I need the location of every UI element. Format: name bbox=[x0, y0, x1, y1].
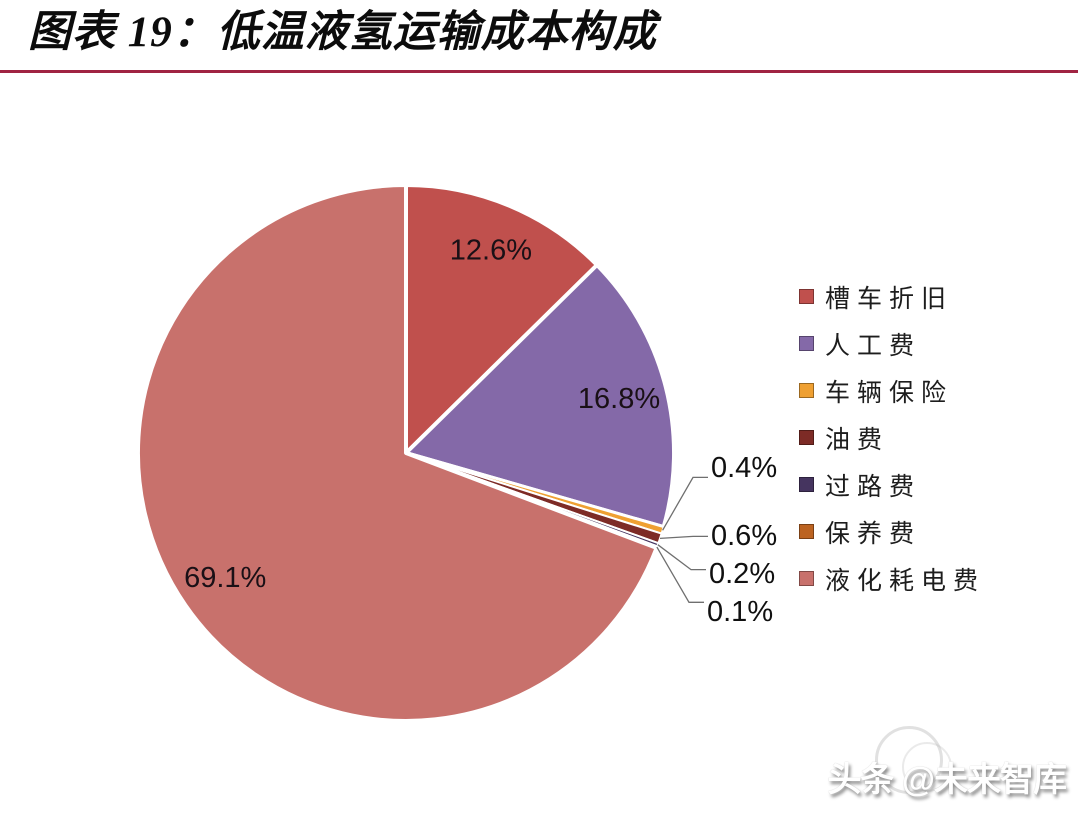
pie-leader-5 bbox=[656, 546, 704, 603]
legend-label-5: 保养费 bbox=[825, 520, 922, 548]
pie-label-1: 16.8% bbox=[578, 383, 660, 415]
legend-swatch-6 bbox=[799, 571, 814, 586]
legend-label-1: 人工费 bbox=[825, 332, 922, 360]
pie-slice-6 bbox=[135, 183, 659, 723]
pie-leader-2 bbox=[662, 476, 708, 531]
legend-label-3: 油费 bbox=[825, 426, 890, 454]
legend-swatch-1 bbox=[799, 336, 814, 351]
legend-item-0: 槽车折旧 bbox=[799, 284, 985, 313]
pie-slice-1 bbox=[404, 263, 676, 530]
legend-item-3: 油费 bbox=[799, 425, 985, 454]
legend-item-5: 保养费 bbox=[799, 519, 985, 548]
legend-item-6: 液化耗电费 bbox=[799, 566, 985, 595]
pie-callout-label-4: 0.2% bbox=[709, 558, 775, 590]
legend-item-2: 车辆保险 bbox=[799, 378, 985, 407]
title-rule bbox=[0, 70, 1078, 73]
legend-label-2: 车辆保险 bbox=[825, 379, 954, 407]
legend-item-1: 人工费 bbox=[799, 331, 985, 360]
pie-label-6: 69.1% bbox=[184, 562, 266, 594]
legend-swatch-3 bbox=[799, 430, 814, 445]
pie-callout-label-5: 0.1% bbox=[707, 596, 773, 628]
watermark-logo-inner-icon bbox=[902, 742, 952, 792]
legend-label-6: 液化耗电费 bbox=[825, 567, 986, 595]
pie-leader-3 bbox=[659, 535, 708, 540]
figure-header: 图表 19：低温液氢运输成本构成 bbox=[0, 0, 1080, 73]
legend-item-4: 过路费 bbox=[799, 472, 985, 501]
legend: 槽车折旧人工费车辆保险油费过路费保养费液化耗电费 bbox=[799, 284, 985, 613]
legend-label-0: 槽车折旧 bbox=[825, 285, 954, 313]
pie-label-0: 12.6% bbox=[450, 234, 532, 266]
legend-swatch-0 bbox=[799, 289, 814, 304]
legend-swatch-4 bbox=[799, 477, 814, 492]
watermark: 头条 @未来智库 bbox=[827, 761, 1067, 799]
pie-callout-label-2: 0.4% bbox=[711, 452, 777, 484]
pie-slice-0 bbox=[404, 183, 599, 455]
legend-label-4: 过路费 bbox=[825, 473, 922, 501]
pie-leader-4 bbox=[657, 544, 706, 571]
legend-swatch-2 bbox=[799, 383, 814, 398]
legend-swatch-5 bbox=[799, 524, 814, 539]
page-title: 图表 19：低温液氢运输成本构成 bbox=[28, 9, 657, 56]
pie-callout-label-3: 0.6% bbox=[711, 520, 777, 552]
